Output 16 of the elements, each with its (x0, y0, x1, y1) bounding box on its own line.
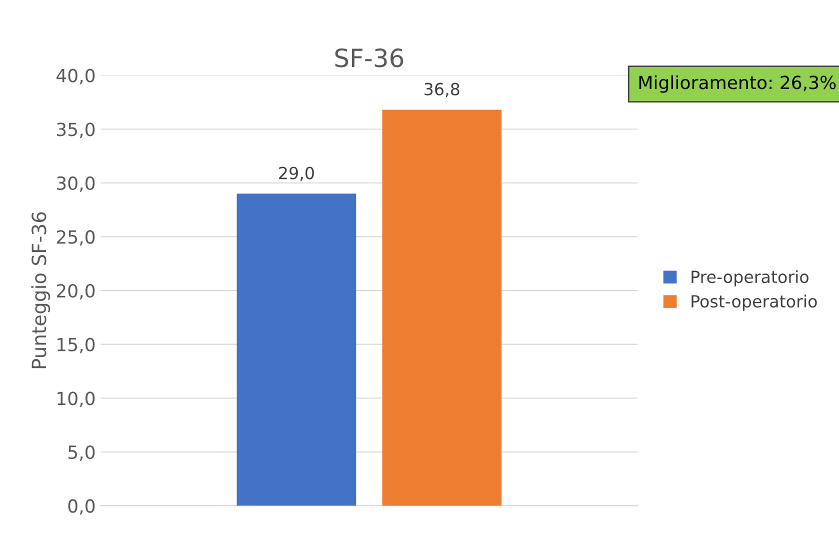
y-tick-label: 40,0 (56, 68, 95, 84)
y-tick-label: 10,0 (58, 392, 95, 408)
legend-label: Pre-operatorio (692, 270, 808, 286)
data-label: 36,8 (424, 82, 460, 98)
y-tick-label: 20,0 (56, 284, 95, 300)
legend-label: Post-operatorio (692, 294, 817, 311)
y-tick-label: 35,0 (56, 122, 95, 138)
y-tick-label: 0,0 (68, 499, 95, 515)
data-label: 29,0 (279, 166, 314, 182)
y-tick-label: 5,0 (68, 445, 95, 461)
y-tick-label: 15,0 (58, 338, 95, 354)
y-tick-label: 30,0 (56, 176, 95, 192)
text: Miglioramento: 26,3% (639, 75, 836, 93)
y-tick-label: 25,0 (56, 230, 95, 246)
chart-title: SF-36 (335, 48, 404, 68)
y-axis-title: Punteggio SF-36 (31, 212, 50, 368)
